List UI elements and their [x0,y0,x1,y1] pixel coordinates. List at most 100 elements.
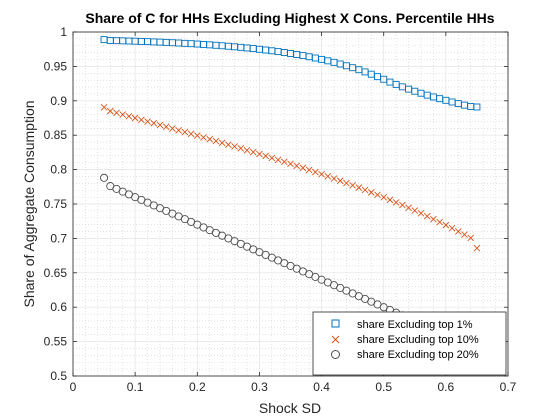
data-point [417,210,425,217]
data-point [380,194,388,201]
data-point [293,162,301,170]
legend-marker-circle [331,350,340,359]
data-point [361,186,369,194]
data-point [392,199,400,206]
data-point [131,114,139,122]
data-point [249,148,257,156]
y-tick-label: 0.6 [50,300,67,314]
series-layer [100,36,481,353]
legend-marker-square [331,319,340,328]
y-tick-label: 1 [60,25,67,39]
data-point [237,145,245,152]
y-tick-label: 0.8 [50,163,67,177]
x-tick-label: 0.5 [375,380,392,394]
y-tick-label: 0.65 [44,266,68,280]
data-point [405,204,412,212]
chart-title: Share of C for HHs Excluding Highest X C… [85,10,494,26]
data-point [256,150,263,158]
y-tick-label: 0.95 [44,59,68,73]
legend-marker-x [331,335,340,344]
y-tick-label: 0.5 [50,369,67,383]
data-point [355,184,363,191]
x-tick-label: 0.6 [438,380,455,394]
data-point [206,135,214,143]
x-axis: 0 0.1 0.2 0.3 0.4 0.5 0.6 0.7 [70,32,517,394]
data-point [305,166,313,174]
data-point [318,170,325,178]
data-point [162,123,170,131]
legend-box [312,311,507,376]
series-2 [100,104,481,252]
data-point [454,228,462,235]
data-point [330,175,338,182]
data-point [374,191,381,199]
x-tick-label: 0 [70,380,77,394]
legend-item-2: share Excluding top 10% [331,334,479,346]
data-point [436,218,443,226]
data-point [280,158,288,166]
data-point [193,132,201,139]
legend: share Excluding top 1% share Excluding t… [312,311,507,376]
data-point [386,196,394,204]
x-tick-label: 0.2 [189,380,206,394]
data-point [399,201,406,209]
data-point [473,244,481,252]
legend-label-1: share Excluding top 1% [357,319,473,331]
series-1 [100,36,481,111]
data-point [231,143,238,150]
y-tick-label: 0.75 [44,197,68,211]
data-point [367,189,375,196]
y-tick-label: 0.7 [50,231,67,245]
data-point [144,118,151,125]
y-tick-label: 0.85 [44,128,68,142]
data-point [119,111,127,118]
data-point [461,231,468,238]
data-point [175,126,182,134]
legend-label-3: share Excluding top 20% [357,349,479,361]
data-point [200,134,207,141]
data-point [150,119,158,127]
data-point [113,109,120,117]
data-point [467,234,475,242]
data-point [243,146,251,154]
data-point [187,130,195,138]
y-tick-label: 0.55 [44,335,68,349]
data-point [336,177,344,185]
data-point [100,104,108,111]
x-tick-label: 0.1 [127,380,144,394]
data-point [218,139,226,147]
x-tick-label: 0.4 [313,380,330,394]
data-point [181,128,189,136]
data-point [343,179,350,187]
x-tick-label: 0.3 [251,380,268,394]
y-axis: 0.5 0.55 0.6 0.65 0.7 0.75 0.8 0.85 0.9 0.95 1 [44,25,508,383]
data-point [442,221,450,229]
x-tick-label: 0.7 [500,380,517,394]
legend-item-3: share Excluding top 20% [331,349,479,361]
data-point [287,160,294,168]
legend-label-2: share Excluding top 10% [357,334,479,346]
data-point [349,181,356,189]
data-point [138,116,145,124]
data-point [125,112,133,120]
data-point [324,173,332,180]
data-point [448,224,456,232]
data-point [268,154,276,162]
legend-item-1: share Excluding top 1% [331,319,473,331]
data-point [212,137,220,145]
data-point [430,215,437,223]
data-point [299,164,307,172]
data-point [100,173,109,182]
data-point [106,107,114,115]
x-axis-label: Shock SD [259,400,321,416]
data-point [423,212,431,220]
data-point [473,103,481,111]
data-point [274,156,282,164]
y-tick-label: 0.9 [50,94,67,108]
data-point [156,121,164,129]
data-point [169,125,176,132]
y-axis-label: Share of Aggregate Consumption [21,100,37,307]
data-point [225,141,232,149]
data-point [312,168,319,176]
